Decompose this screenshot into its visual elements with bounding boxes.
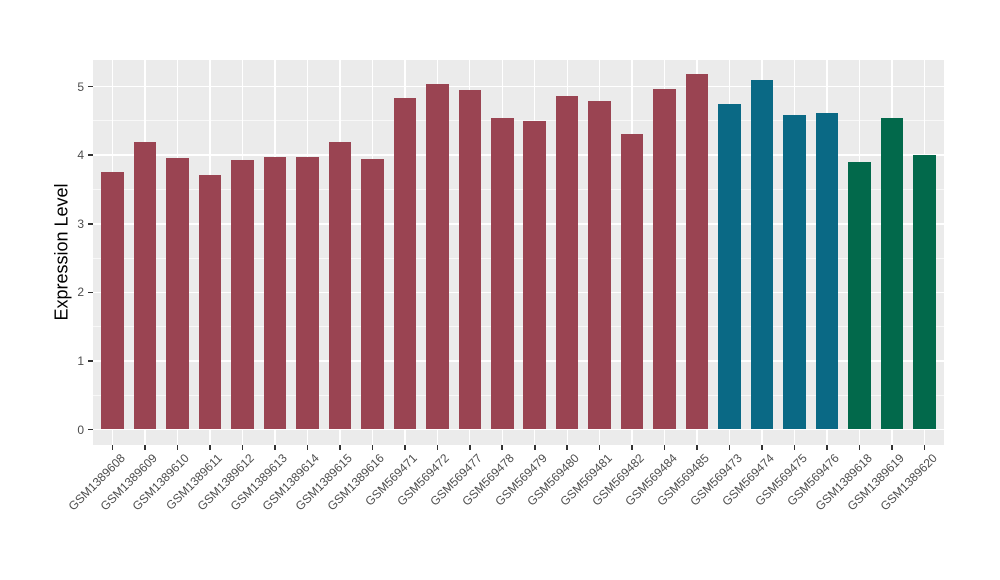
bar-GSM1389610 [166,158,189,430]
x-axis-tick [274,445,276,450]
bar-GSM1389613 [263,157,287,430]
y-tick-label: 1 [77,353,84,368]
bar-GSM1389612 [231,160,254,430]
gridline-minor-horizontal [93,394,944,396]
x-axis-tick [728,445,731,450]
y-tick-label: 0 [77,422,84,437]
y-tick-label: 2 [77,285,84,300]
y-axis-tick [88,85,93,88]
bar-GSM1389615 [328,142,352,430]
x-axis-tick [761,445,763,450]
bar-GSM569473 [718,103,741,430]
bar-GSM569480 [555,96,579,430]
x-axis-tick [371,445,374,450]
y-axis-tick [88,428,93,431]
bar-GSM569479 [523,120,546,430]
gridline-major-horizontal [93,291,944,294]
bar-GSM1389608 [101,172,124,430]
gridline-major-horizontal [93,85,944,88]
bar-GSM1389616 [361,159,384,430]
bar-GSM569484 [653,88,676,430]
bar-GSM1389618 [848,162,871,430]
plot-panel [93,60,944,445]
bar-GSM1389619 [880,117,904,430]
gridline-major-horizontal [93,428,944,431]
x-axis-tick [209,445,211,450]
x-axis-tick [598,445,601,450]
bar-GSM569477 [458,90,482,430]
y-axis-tick [88,223,93,225]
x-axis-tick [891,445,893,450]
x-axis-tick [696,445,698,450]
bar-GSM1389611 [198,175,222,430]
x-axis-tick [793,445,796,450]
y-tick-label: 5 [77,79,84,94]
x-axis-tick [923,445,926,450]
y-axis-tick [88,360,93,362]
gridline-minor-horizontal [93,326,944,328]
gridline-minor-horizontal [93,257,944,259]
bar-GSM569482 [620,134,644,430]
x-axis-tick [468,445,471,450]
gridline-major-horizontal [93,154,944,157]
bar-GSM569478 [491,117,514,430]
bar-GSM569485 [685,74,709,430]
x-axis-tick [241,445,244,450]
x-axis-tick [404,445,406,450]
x-axis-tick [631,445,633,450]
gridline-major-horizontal [93,360,944,362]
gridline-major-horizontal [93,223,944,225]
y-axis-tick [88,154,93,157]
y-axis-tick [88,291,93,294]
x-axis-tick [436,445,439,450]
bar-GSM569481 [588,101,611,430]
x-axis-tick [858,445,861,450]
y-tick-label: 3 [77,216,84,231]
x-axis-tick [663,445,666,450]
bar-GSM1389609 [133,142,157,430]
gridline-minor-horizontal [93,189,944,191]
x-axis-tick [111,445,114,450]
x-axis-tick [826,445,828,450]
x-axis-tick [501,445,504,450]
x-axis-tick [144,445,146,450]
x-axis-tick [533,445,536,450]
bar-GSM569472 [426,83,449,430]
x-axis-tick [306,445,309,450]
bar-GSM569475 [783,114,806,430]
y-tick-label: 4 [77,148,84,163]
bar-GSM1389614 [296,157,319,430]
bar-GSM569474 [750,79,774,430]
bar-GSM569471 [393,98,417,430]
bar-GSM569476 [815,112,839,430]
gridline-minor-horizontal [93,120,944,122]
x-axis-tick [566,445,568,450]
x-axis-tick [176,445,179,450]
x-axis-tick [339,445,341,450]
bar-GSM1389620 [913,154,936,430]
